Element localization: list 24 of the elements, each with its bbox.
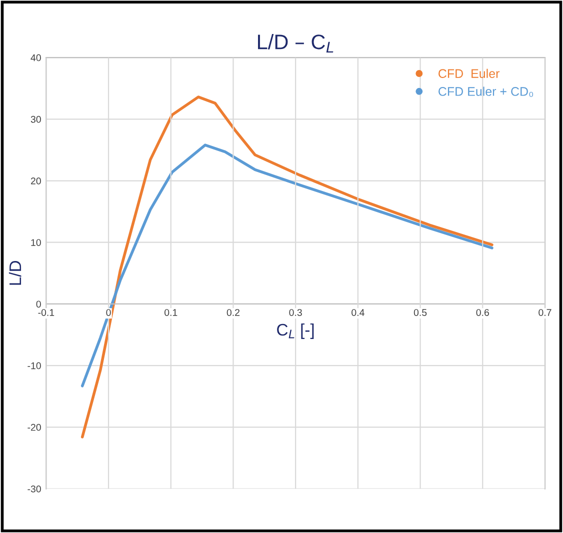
line-series [80, 144, 494, 388]
legend-label: CFD Euler + CD₀ [438, 86, 534, 97]
y-tick-label: 30 [30, 116, 41, 123]
x-tick-label: 0.6 [476, 309, 489, 316]
y-tick-label: -10 [28, 362, 41, 370]
x-tick-label: 0.1 [164, 309, 178, 316]
y-tick-label: 40 [30, 54, 41, 62]
y-tick-label: 0 [36, 300, 41, 308]
x-tick-label: 0.4 [352, 309, 364, 316]
y-tick-label: -30 [28, 485, 41, 492]
x-tick-label: 0.3 [289, 309, 302, 316]
x-axis-title: C$_{L}$ [-] [277, 323, 314, 339]
y-tick-label: 10 [31, 239, 41, 246]
chart-title: L/D – C$_{L}$ [258, 34, 334, 53]
y-tick-label: 20 [30, 177, 41, 184]
x-tick-label: -0.1 [38, 309, 54, 316]
y-tick-label: -20 [28, 424, 41, 431]
line-series [80, 96, 494, 438]
x-tick-label: 0 [106, 309, 111, 316]
x-tick-label: 0.7 [538, 309, 552, 316]
legend-label: CFD Euler [438, 68, 500, 78]
x-tick-label: 0.2 [226, 309, 240, 316]
x-tick-label: 0.5 [414, 309, 427, 316]
y-axis-title: L/D [8, 260, 22, 285]
